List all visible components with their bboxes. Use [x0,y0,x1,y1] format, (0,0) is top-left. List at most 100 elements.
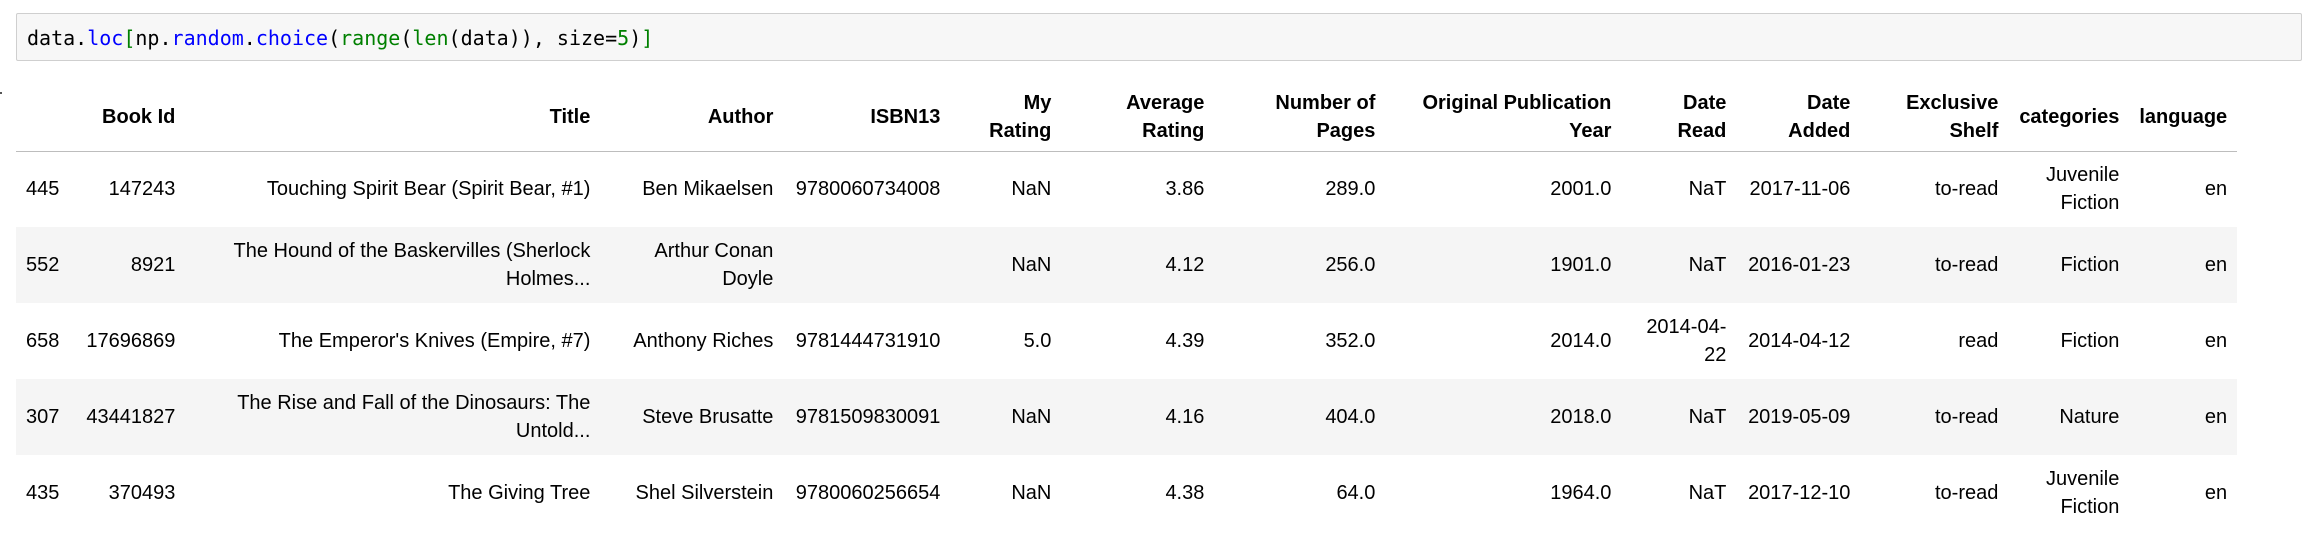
table-header-row: Book Id Title Author ISBN13 My Rating Average… [16,83,2238,152]
table-cell: 4.12 [1061,227,1215,303]
table-cell: 352.0 [1325,330,1376,352]
code-token: = [605,26,618,50]
table-cell: read [1958,330,1999,352]
table-cell: NaT [1621,227,1737,303]
row-index-cell: 445 [26,178,60,201]
table-cell: 17696869 [86,330,176,352]
table-row: 307 43441827 The Rise and Fall of the Dino… [16,379,2238,455]
column-header: Date Added [1736,83,1861,152]
table-cell: en [2204,330,2228,352]
code-token: range [340,26,401,50]
table-cell: The Rise and Fall of the Dinosaurs: The … [185,379,601,455]
table-cell: 404.0 [1214,379,1386,455]
table-cell: 4.16 [1061,379,1215,455]
index-header [16,83,70,152]
table-cell: Juvenile Fiction [2045,468,2120,518]
table-row: 445 147243 Touching Spirit Bear (Spirit Be… [16,151,2237,227]
table-cell: 1964.0 [1550,482,1612,504]
code-token: ] [641,26,654,50]
table-cell: NaT [1688,482,1727,504]
table-cell: 4.39 [1165,330,1205,352]
code-line[interactable]: data.loc[np.random.choice(range(len(data… [27,26,653,50]
code-token: data [460,26,509,50]
table-cell: en [2129,227,2238,303]
table-cell: 9780060256654 [795,482,941,504]
table-cell: NaN [1011,482,1052,504]
table-cell: Anthony Riches [633,330,774,352]
code-token: size [556,26,606,50]
table-cell: Fiction [2060,330,2120,352]
code-token: . [159,26,172,50]
table-cell: to-read [1935,482,1999,504]
table-cell: 43441827 [69,379,186,455]
table-cell: The Hound of the Baskervilles (Sherlock … [185,227,601,303]
table-row: 552 8921 The Hound of the Baskervilles (Sh… [16,227,2238,303]
table-cell: 2014-04-22 [1646,316,1727,366]
table-cell: Juvenile Fiction [2045,164,2120,215]
code-token: )) [508,26,533,50]
table-cell: 147243 [108,178,176,201]
code-token: choice [255,26,329,50]
column-header: Author [600,83,784,152]
table-cell: NaT [1688,178,1727,201]
table-cell: The Giving Tree [448,482,591,504]
table-row: 435 370493 The Giving Tree Shel Silverstein… [16,455,2237,531]
table-cell: 64.0 [1336,482,1376,504]
code-token: loc [87,26,124,50]
row-index-cell: 307 [16,379,70,455]
column-header: Book Id [69,83,186,152]
code-cell-input[interactable]: data.loc[np.random.choice(range(len(data… [16,13,2302,61]
code-token: , [532,26,557,50]
table-cell: 3.86 [1165,178,1205,201]
table-cell: en [2129,379,2238,455]
table-cell: 2001.0 [1550,178,1612,201]
table-cell: 2017-12-10 [1748,482,1851,504]
table-cell: en [2204,178,2228,201]
table-cell: 5.0 [1023,330,1052,352]
code-token: len [412,26,449,50]
table-cell: Shel Silverstein [635,482,774,504]
table-cell: NaN [1011,178,1052,201]
dataframe-output-table: Book Id Title Author ISBN13 My Rating Average… [16,83,2238,531]
table-cell [783,227,951,303]
table-cell: 9781509830091 [783,379,951,455]
table-cell: NaT [1621,379,1737,455]
table-cell: 2014.0 [1550,330,1612,352]
column-header: Average Rating [1061,83,1215,152]
column-header: Original Publication Year [1385,83,1622,152]
table-cell: NaN [950,379,1062,455]
code-token: data [27,26,76,50]
table-cell: Arthur Conan Doyle [600,227,784,303]
code-token: . [243,26,256,50]
table-cell: to-read [1935,178,1999,201]
table-cell: 2017-11-06 [1749,178,1851,201]
table-cell: Nature [2008,379,2130,455]
column-header: My Rating [950,83,1062,152]
table-cell: 370493 [108,482,176,504]
table-cell: Steve Brusatte [600,379,784,455]
table-cell: 2018.0 [1385,379,1622,455]
column-header: categories [2008,83,2130,152]
table-cell: 9781444731910 [795,330,941,352]
table-row: 658 17696869 The Emperor's Knives (Empire,… [16,303,2237,379]
code-token: 5 [617,26,630,50]
code-token: ) [629,26,642,50]
table-cell: en [2204,482,2228,504]
table-cell: 2016-01-23 [1736,227,1861,303]
column-header: Title [185,83,601,152]
code-token: ( [448,26,461,50]
table-cell: 8921 [69,227,186,303]
table-cell: The Emperor's Knives (Empire, #7) [278,330,591,352]
column-header: Exclusive Shelf [1860,83,2009,152]
table-cell: 2014-04-12 [1748,330,1851,352]
table-cell: to-read [1860,227,2009,303]
table-cell: 2019-05-09 [1736,379,1861,455]
table-cell: Fiction [2008,227,2130,303]
table-cell: Touching Spirit Bear (Spirit Bear, #1) [266,178,591,201]
code-token: ( [328,26,341,50]
table-cell: Ben Mikaelsen [642,178,774,201]
output-collapse-marker[interactable] [0,90,3,100]
table-cell: 1901.0 [1385,227,1622,303]
table-cell: 9780060734008 [795,178,941,201]
column-header: language [2129,83,2238,152]
